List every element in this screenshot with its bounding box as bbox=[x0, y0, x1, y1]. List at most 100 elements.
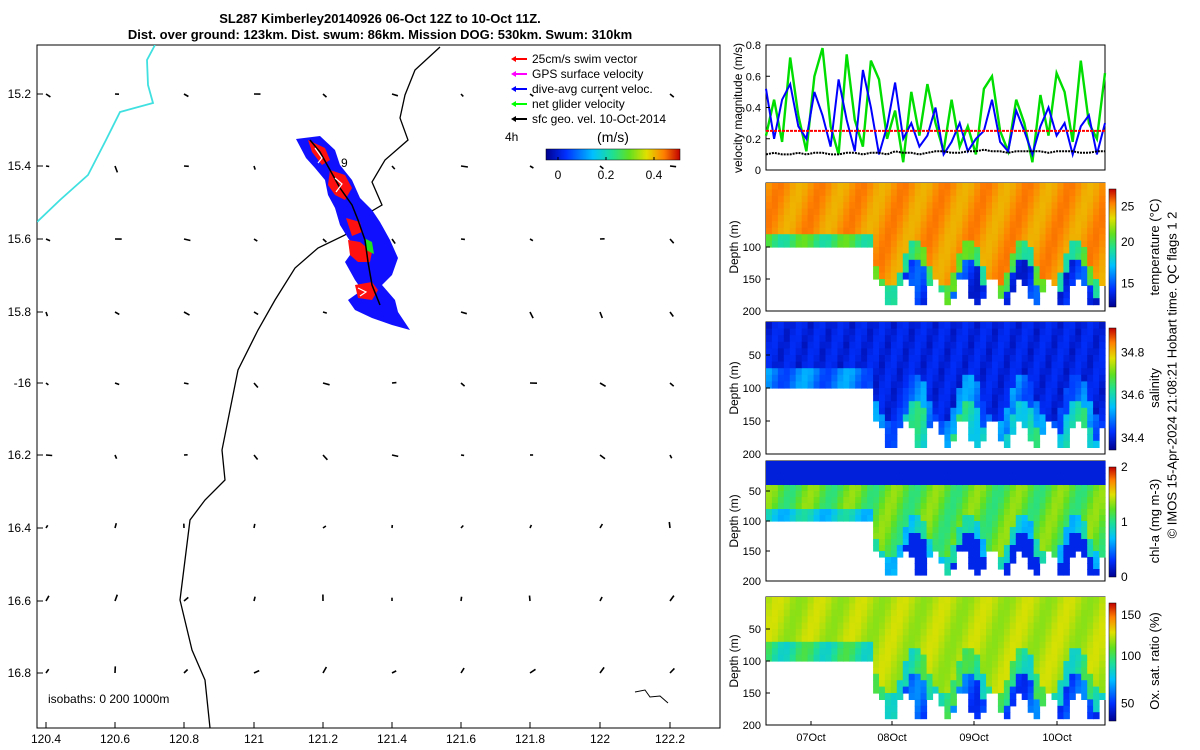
section-cell bbox=[1015, 461, 1023, 468]
section-cell bbox=[879, 686, 886, 694]
section-cell bbox=[1027, 648, 1035, 656]
section-cell bbox=[1015, 654, 1023, 662]
section-cell bbox=[1099, 539, 1106, 546]
section-cell bbox=[843, 234, 850, 242]
section-cell bbox=[974, 208, 981, 216]
map-y-tick-label: 15.4 bbox=[8, 159, 32, 173]
section-cell bbox=[1063, 266, 1070, 274]
section-cell bbox=[1099, 234, 1106, 242]
section-cell bbox=[980, 189, 987, 197]
section-cell bbox=[1057, 374, 1064, 382]
section-cell bbox=[1003, 388, 1011, 396]
section-cell bbox=[825, 335, 832, 343]
section-cell bbox=[795, 328, 803, 336]
section-cell bbox=[1045, 361, 1052, 369]
section-cell bbox=[819, 189, 826, 197]
section-cell bbox=[861, 497, 868, 504]
section-cell bbox=[837, 609, 844, 617]
section-cell bbox=[825, 195, 832, 203]
section-cell bbox=[950, 603, 957, 611]
section-cell bbox=[1003, 497, 1011, 504]
section-cell bbox=[1045, 509, 1052, 516]
section-cell bbox=[1087, 348, 1094, 356]
section-cell bbox=[1033, 401, 1041, 409]
velocity-series-line bbox=[765, 69, 1106, 159]
section-cell bbox=[849, 515, 856, 522]
section-cell bbox=[920, 609, 928, 617]
section-cell bbox=[1021, 641, 1029, 649]
section-cell bbox=[950, 215, 957, 222]
section-cell bbox=[771, 491, 779, 498]
section-cell bbox=[1009, 355, 1017, 363]
section-cell bbox=[908, 521, 916, 528]
scale-label: 4h bbox=[505, 130, 518, 144]
section-cell bbox=[766, 491, 773, 498]
section-cell bbox=[1051, 279, 1058, 286]
section-cell bbox=[1039, 361, 1047, 369]
section-cell bbox=[771, 648, 779, 656]
section-cell bbox=[1033, 705, 1041, 713]
section-cell bbox=[902, 341, 910, 349]
section-cell bbox=[813, 374, 821, 382]
section-cell bbox=[884, 533, 892, 540]
section-cell bbox=[1015, 247, 1023, 254]
section-cell bbox=[997, 374, 1005, 382]
section-cell bbox=[1075, 381, 1082, 389]
section-cell bbox=[873, 355, 880, 363]
section-cell bbox=[1039, 355, 1047, 363]
section-cell bbox=[783, 479, 791, 486]
section-cell bbox=[1099, 479, 1106, 486]
section-cell bbox=[789, 227, 797, 235]
section-cell bbox=[980, 461, 987, 468]
section-cell bbox=[1027, 467, 1035, 474]
section-cell bbox=[1051, 545, 1058, 552]
section-cell bbox=[825, 322, 832, 330]
section-cell bbox=[944, 557, 951, 564]
section-cell bbox=[795, 616, 803, 624]
section-cell bbox=[1093, 712, 1100, 720]
legend-label: net glider velocity bbox=[532, 97, 625, 111]
section-cell bbox=[801, 497, 809, 504]
section-cell bbox=[890, 355, 898, 363]
section-cell bbox=[884, 461, 892, 468]
section-cell bbox=[890, 545, 898, 552]
section-cell bbox=[825, 509, 832, 516]
section-cell bbox=[1069, 509, 1076, 516]
section-cell bbox=[1033, 527, 1041, 534]
section-cell bbox=[1063, 699, 1070, 707]
section-cell bbox=[831, 189, 838, 197]
section-cell bbox=[932, 259, 939, 267]
section-cell bbox=[1051, 515, 1058, 522]
section-cell bbox=[992, 467, 999, 474]
section-cell bbox=[986, 491, 993, 498]
section-cell bbox=[896, 328, 904, 336]
section-cell bbox=[843, 509, 850, 516]
section-cell bbox=[944, 381, 951, 389]
section-cell bbox=[997, 667, 1005, 675]
section-cell bbox=[1075, 648, 1082, 656]
section-cell bbox=[1051, 322, 1058, 330]
section-cell bbox=[974, 221, 981, 229]
section-cell bbox=[831, 597, 838, 604]
section-cell bbox=[944, 221, 951, 229]
section-cell bbox=[861, 622, 868, 630]
section-cell bbox=[962, 479, 969, 486]
section-cell bbox=[837, 215, 844, 222]
section-cell bbox=[1057, 515, 1064, 522]
legend-arrowhead bbox=[511, 56, 516, 62]
section-cell bbox=[783, 491, 791, 498]
section-cell bbox=[813, 616, 821, 624]
section-cell bbox=[771, 603, 779, 611]
section-cell bbox=[1099, 467, 1106, 474]
section-colorbar-tick-label: 34.6 bbox=[1121, 388, 1145, 402]
section-cell bbox=[938, 195, 945, 203]
section-cell bbox=[766, 381, 773, 389]
section-cell bbox=[932, 635, 939, 643]
section-cell bbox=[1057, 266, 1064, 274]
section-cell bbox=[1069, 279, 1076, 286]
section-cell bbox=[1009, 322, 1017, 330]
section-cell bbox=[795, 635, 803, 643]
section-cell bbox=[873, 189, 880, 197]
section-cell bbox=[837, 234, 844, 242]
section-cell bbox=[884, 641, 892, 649]
